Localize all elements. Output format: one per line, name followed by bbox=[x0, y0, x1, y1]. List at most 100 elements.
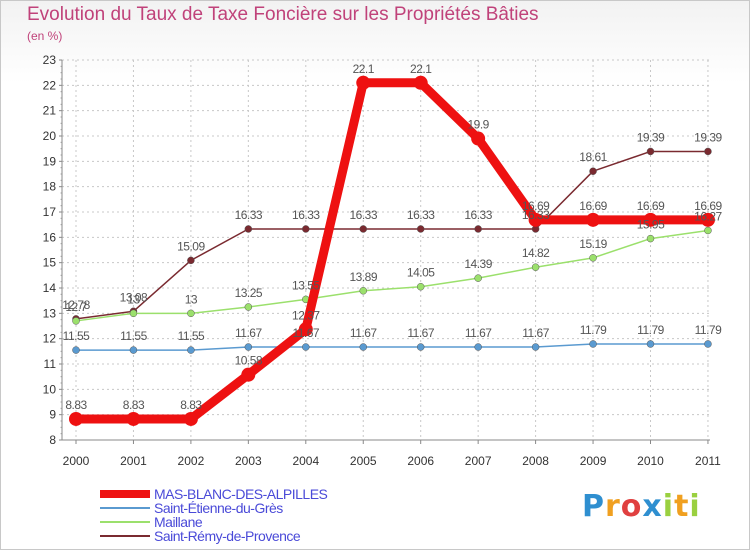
data-point bbox=[187, 256, 195, 265]
data-point bbox=[704, 147, 712, 156]
data-label: 16.69 bbox=[637, 199, 665, 213]
x-tick-label: 2005 bbox=[350, 454, 377, 468]
data-label: 12.7 bbox=[65, 300, 87, 314]
data-point bbox=[589, 254, 597, 262]
data-label: 16.33 bbox=[407, 208, 435, 222]
data-point bbox=[356, 75, 371, 90]
data-point bbox=[471, 131, 486, 146]
data-label: 15.95 bbox=[637, 218, 665, 232]
data-label: 11.67 bbox=[350, 326, 377, 340]
data-point bbox=[646, 147, 655, 156]
data-label: 15.19 bbox=[579, 237, 607, 251]
data-point bbox=[589, 167, 597, 175]
data-point bbox=[244, 225, 253, 233]
x-tick-label: 2010 bbox=[637, 454, 664, 468]
x-tick-label: 2008 bbox=[522, 454, 549, 468]
data-label: 16.69 bbox=[522, 199, 550, 213]
data-point bbox=[359, 225, 367, 233]
data-point bbox=[646, 234, 655, 243]
y-tick-label: 20 bbox=[43, 129, 57, 143]
data-label: 11.67 bbox=[235, 326, 262, 340]
logo-letter: r bbox=[605, 489, 621, 524]
data-label: 11.79 bbox=[695, 323, 722, 337]
data-label: 8.83 bbox=[180, 398, 202, 412]
y-tick-label: 10 bbox=[43, 382, 57, 396]
y-tick-label: 15 bbox=[43, 256, 57, 270]
logo-letter: x bbox=[642, 489, 663, 524]
data-point bbox=[69, 411, 83, 426]
legend-label: Saint-Étienne-du-Grès bbox=[154, 500, 283, 516]
data-label: 11.67 bbox=[522, 326, 549, 340]
x-tick-label: 2004 bbox=[292, 454, 319, 468]
data-label: 13.89 bbox=[349, 270, 377, 284]
data-label: 16.27 bbox=[694, 209, 722, 223]
data-label: 14.82 bbox=[522, 246, 550, 260]
x-tick-label: 2002 bbox=[178, 454, 205, 468]
legend-label: Maillane bbox=[154, 514, 203, 530]
data-point bbox=[586, 212, 601, 227]
data-point bbox=[416, 225, 425, 233]
data-point bbox=[129, 309, 138, 318]
data-point bbox=[589, 340, 597, 348]
logo-letter: o bbox=[620, 489, 643, 524]
data-point bbox=[241, 367, 256, 382]
y-tick-label: 22 bbox=[43, 78, 57, 92]
data-point bbox=[298, 322, 313, 337]
legend-swatch-saint-remy bbox=[100, 535, 150, 537]
data-point bbox=[302, 343, 310, 351]
data-label: 11.67 bbox=[292, 326, 319, 340]
data-point bbox=[302, 225, 310, 233]
data-label: 11.55 bbox=[178, 329, 205, 343]
data-point bbox=[416, 343, 425, 351]
data-point bbox=[183, 411, 198, 426]
data-label: 13.25 bbox=[235, 286, 263, 300]
x-tick-label: 2001 bbox=[120, 454, 147, 468]
legend: MAS-BLANC-DES-ALPILLES Saint-Étienne-du-… bbox=[100, 487, 328, 543]
data-point bbox=[413, 75, 428, 90]
data-point bbox=[244, 303, 253, 311]
data-label: 13 bbox=[185, 292, 198, 306]
x-tick-label: 2006 bbox=[407, 454, 434, 468]
data-label: 14.05 bbox=[407, 266, 435, 280]
data-point bbox=[359, 287, 367, 295]
data-label: 16.33 bbox=[235, 208, 263, 222]
data-label: 13 bbox=[127, 292, 140, 306]
legend-swatch-mas-blanc bbox=[100, 490, 150, 498]
data-point bbox=[187, 309, 195, 318]
logo-letter: P bbox=[582, 489, 605, 524]
data-label: 22.1 bbox=[410, 62, 432, 76]
data-point bbox=[72, 317, 80, 325]
data-label: 15.09 bbox=[177, 239, 205, 253]
data-label: 12.37 bbox=[292, 308, 320, 322]
y-tick-label: 13 bbox=[43, 306, 57, 320]
data-point bbox=[244, 343, 253, 351]
logo-letter: i bbox=[689, 489, 701, 524]
y-tick-label: 19 bbox=[43, 154, 57, 168]
x-tick-label: 2009 bbox=[580, 454, 607, 468]
data-point bbox=[700, 212, 715, 227]
data-label: 11.79 bbox=[580, 323, 607, 337]
y-tick-label: 16 bbox=[43, 230, 57, 244]
data-label: 16.69 bbox=[579, 199, 607, 213]
data-label: 19.39 bbox=[637, 130, 665, 144]
legend-item-saint-remy: Saint-Rémy-de-Provence bbox=[100, 529, 327, 543]
y-tick-label: 9 bbox=[49, 408, 56, 422]
data-label: 14.39 bbox=[464, 257, 492, 271]
data-label: 22.1 bbox=[353, 62, 375, 76]
data-point bbox=[359, 343, 367, 351]
data-point bbox=[643, 212, 658, 227]
logo-letter: t bbox=[674, 489, 690, 524]
data-point bbox=[129, 346, 138, 354]
chart-title: Evolution du Taux de Taxe Foncière sur l… bbox=[27, 4, 539, 25]
y-tick-label: 18 bbox=[43, 180, 57, 194]
legend-label: Saint-Rémy-de-Provence bbox=[154, 528, 301, 544]
data-label: 8.83 bbox=[65, 398, 87, 412]
data-point bbox=[704, 340, 712, 348]
data-point bbox=[187, 346, 195, 354]
data-label: 18.61 bbox=[579, 150, 607, 164]
data-label: 12.78 bbox=[62, 298, 90, 312]
data-label: 19.9 bbox=[467, 118, 489, 132]
data-point bbox=[474, 225, 482, 233]
